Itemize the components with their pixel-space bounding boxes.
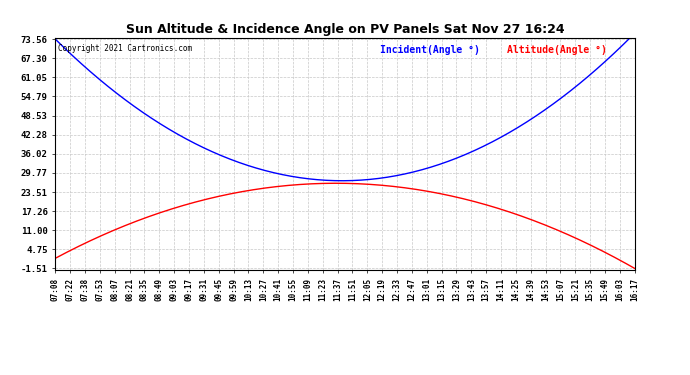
Title: Sun Altitude & Incidence Angle on PV Panels Sat Nov 27 16:24: Sun Altitude & Incidence Angle on PV Pan… xyxy=(126,23,564,36)
Text: Altitude(Angle °): Altitude(Angle °) xyxy=(507,45,607,54)
Text: Copyright 2021 Cartronics.com: Copyright 2021 Cartronics.com xyxy=(58,45,193,54)
Text: Incident(Angle °): Incident(Angle °) xyxy=(380,45,480,54)
